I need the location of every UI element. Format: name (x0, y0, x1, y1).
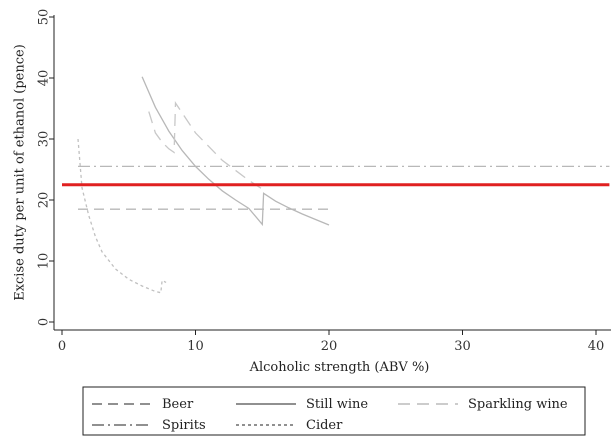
legend-item-sparkling-wine: Sparkling wine (398, 397, 568, 412)
legend-label: Spirits (162, 418, 206, 433)
legend-label: Cider (306, 418, 343, 433)
legend-label: Still wine (306, 397, 368, 412)
y-tick-label: 30 (37, 131, 52, 148)
x-tick-label: 30 (454, 339, 471, 354)
legend-item-beer: Beer (92, 397, 194, 412)
legend-box (82, 386, 586, 436)
axes (53, 15, 611, 331)
y-tick-label: 40 (37, 70, 52, 87)
legend-label: Beer (162, 397, 194, 412)
y-tick-label: 0 (37, 318, 52, 326)
y-tick-label: 10 (37, 253, 52, 270)
legend-item-spirits: Spirits (92, 418, 206, 433)
x-tick-label: 40 (588, 339, 605, 354)
x-tick-label: 0 (58, 339, 66, 354)
y-tick-label: 50 (37, 9, 52, 26)
series-line-cider (77, 138, 167, 294)
legend-item-still-wine: Still wine (236, 397, 368, 412)
legend-label: Sparkling wine (468, 397, 568, 412)
y-tick-label: 20 (37, 192, 52, 209)
x-tick-label: 10 (187, 339, 204, 354)
plot-marks (62, 76, 610, 294)
legend-item-cider: Cider (236, 418, 343, 433)
ticks: 0 10 20 30 40 0 10 20 30 40 50 (37, 9, 605, 354)
y-axis-title: Excise duty per unit of ethanol (pence) (13, 44, 28, 301)
x-axis-title: Alcoholic strength (ABV %) (249, 360, 430, 375)
legend: Beer Still wine Sparkling wine Spirits Cider (82, 386, 586, 436)
x-tick-label: 20 (321, 339, 338, 354)
series-line-sparkling-wine (148, 100, 263, 190)
series-line-still-wine (141, 76, 330, 227)
